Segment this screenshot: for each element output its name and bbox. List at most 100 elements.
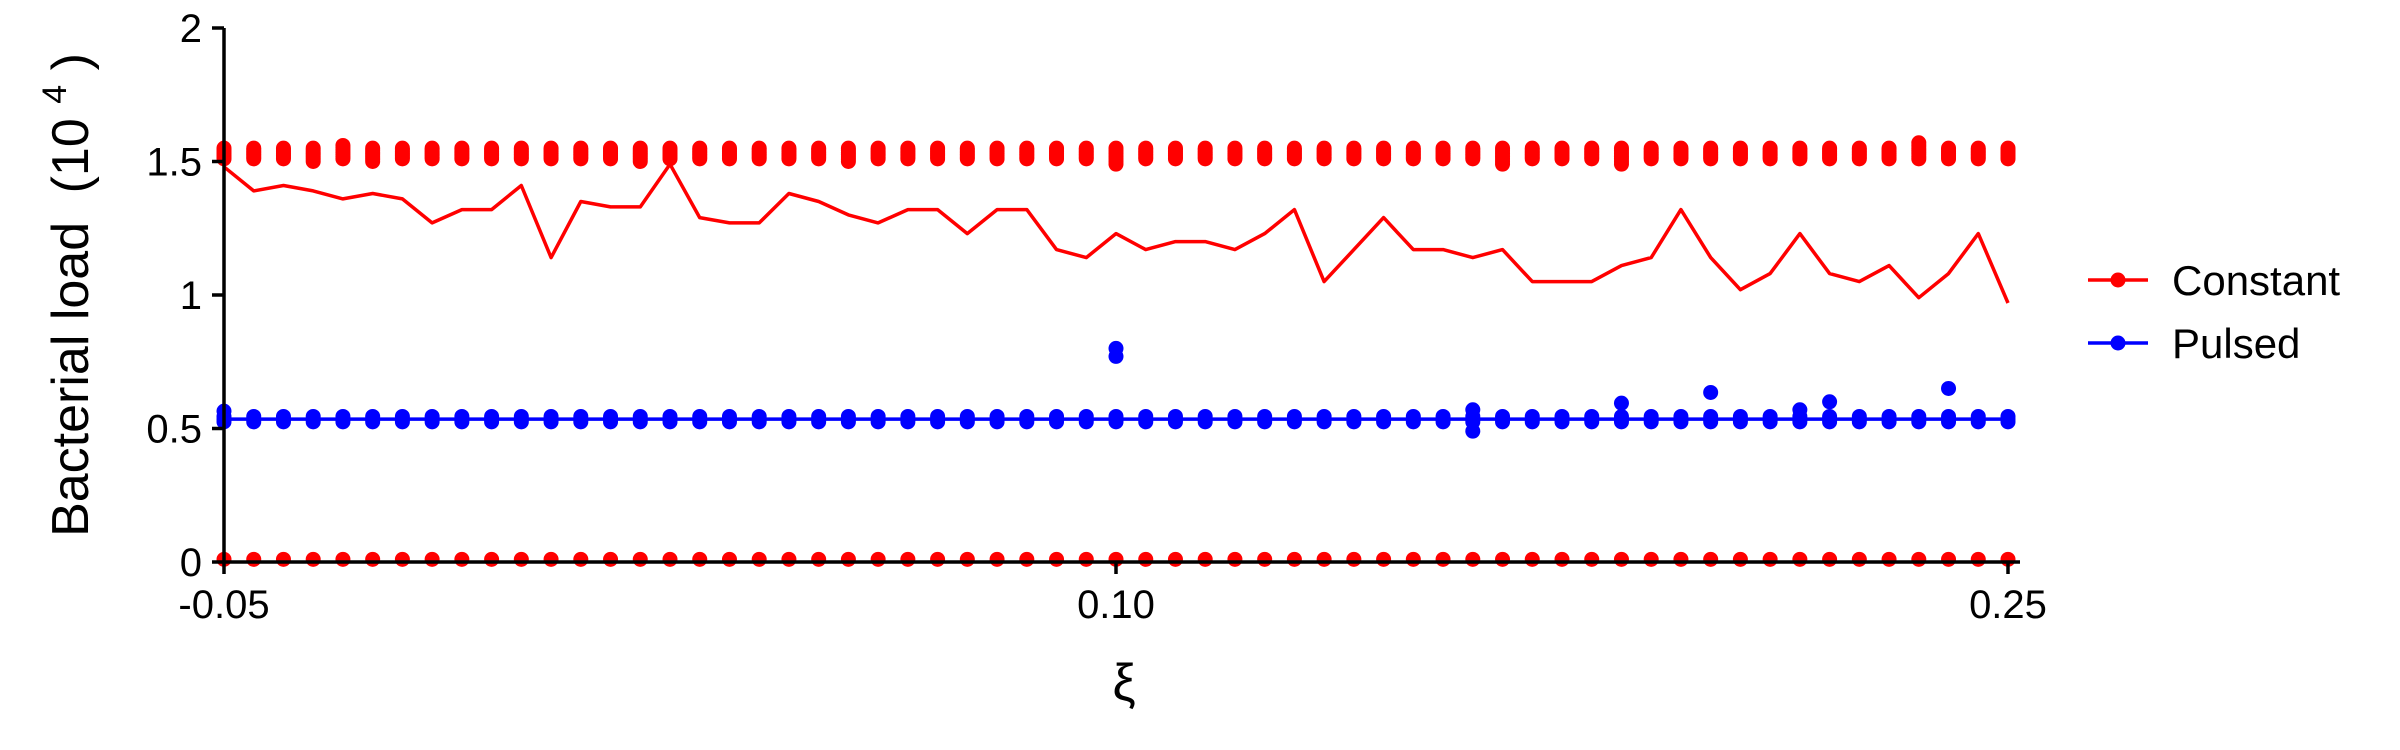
- constant-point-low: [1524, 551, 1540, 567]
- constant-point: [1316, 140, 1332, 156]
- pulsed-point: [692, 408, 708, 424]
- constant-point-low: [1078, 551, 1094, 567]
- constant-point: [1465, 140, 1481, 156]
- constant-point: [2000, 140, 2016, 156]
- pulsed-point: [1524, 408, 1540, 424]
- legend-item-constant: Constant: [2088, 257, 2340, 304]
- constant-point-low: [246, 551, 262, 567]
- pulsed-point: [1227, 408, 1243, 424]
- constant-point-low: [394, 551, 410, 567]
- constant-point: [1762, 140, 1778, 156]
- pulsed-outlier-point: [1465, 423, 1481, 439]
- constant-point-low: [1673, 551, 1689, 567]
- y-axis-label-main: Bacterial load: [42, 222, 100, 537]
- constant-point-low: [1970, 551, 1986, 567]
- constant-point-low: [1851, 551, 1867, 567]
- constant-point-low: [870, 551, 886, 567]
- constant-point-low: [1376, 551, 1392, 567]
- constant-point: [454, 140, 470, 156]
- pulsed-outlier-point: [1822, 394, 1838, 410]
- constant-point-low: [1911, 551, 1927, 567]
- constant-point-low: [1613, 551, 1629, 567]
- constant-point: [1405, 140, 1421, 156]
- pulsed-point: [870, 408, 886, 424]
- constant-point-low: [721, 551, 737, 567]
- y-tick-label: 2: [180, 7, 202, 51]
- pulsed-point: [513, 408, 529, 424]
- constant-point: [1941, 140, 1957, 156]
- constant-point: [692, 140, 708, 156]
- constant-point: [1257, 140, 1273, 156]
- constant-point-low: [1138, 551, 1154, 567]
- constant-point-low: [454, 551, 470, 567]
- constant-point-low: [573, 551, 589, 567]
- constant-point-low: [1049, 551, 1065, 567]
- constant-point: [603, 140, 619, 156]
- pulsed-point: [1970, 408, 1986, 424]
- constant-point-low: [1762, 551, 1778, 567]
- pulsed-point: [1554, 408, 1570, 424]
- constant-point: [335, 137, 351, 153]
- constant-point-low: [1227, 551, 1243, 567]
- y-axis-label-unit-base: (10: [42, 118, 100, 193]
- constant-point-low: [335, 551, 351, 567]
- pulsed-point: [424, 408, 440, 424]
- constant-point: [1078, 140, 1094, 156]
- constant-point-low: [275, 551, 291, 567]
- constant-point: [1167, 140, 1183, 156]
- constant-point: [840, 140, 856, 156]
- pulsed-point: [305, 408, 321, 424]
- constant-point-low: [513, 551, 529, 567]
- x-tick-label: 0.10: [1077, 583, 1155, 627]
- constant-point: [1524, 140, 1540, 156]
- legend-constant-marker-icon: [2110, 272, 2126, 288]
- pulsed-point: [1167, 408, 1183, 424]
- constant-point-low: [484, 551, 500, 567]
- pulsed-outlier-point: [1613, 395, 1629, 411]
- constant-point: [1732, 140, 1748, 156]
- pulsed-point: [543, 408, 559, 424]
- constant-point-low: [1881, 551, 1897, 567]
- constant-point-low: [1465, 551, 1481, 567]
- pulsed-point: [1495, 408, 1511, 424]
- constant-point: [573, 140, 589, 156]
- legend: Constant Pulsed: [2088, 257, 2340, 367]
- constant-point-low: [632, 551, 648, 567]
- constant-point-low: [1316, 551, 1332, 567]
- constant-point-low: [1643, 551, 1659, 567]
- pulsed-point: [959, 408, 975, 424]
- pulsed-point: [1673, 408, 1689, 424]
- y-axis-label-unit-close: ): [42, 53, 100, 70]
- constant-point: [721, 140, 737, 156]
- constant-point: [1049, 140, 1065, 156]
- pulsed-point: [1643, 408, 1659, 424]
- y-axis-label: Bacterial load (10 4 ): [36, 53, 100, 537]
- legend-pulsed-label: Pulsed: [2172, 320, 2300, 367]
- constant-point-low: [1346, 551, 1362, 567]
- constant-point: [811, 140, 827, 156]
- constant-point: [1346, 140, 1362, 156]
- constant-point: [930, 140, 946, 156]
- constant-point-low: [751, 551, 767, 567]
- constant-point: [365, 140, 381, 156]
- pulsed-point: [603, 408, 619, 424]
- constant-point-low: [781, 551, 797, 567]
- constant-point-low: [811, 551, 827, 567]
- constant-point-low: [1495, 551, 1511, 567]
- pulsed-point: [1703, 408, 1719, 424]
- pulsed-point: [751, 408, 767, 424]
- constant-point-low: [1197, 551, 1213, 567]
- y-tick-label: 1: [180, 274, 202, 318]
- pulsed-point: [1762, 408, 1778, 424]
- pulsed-outlier-point: [1941, 380, 1957, 396]
- constant-point-low: [305, 551, 321, 567]
- constant-point-low: [900, 551, 916, 567]
- pulsed-point: [1108, 408, 1124, 424]
- constant-point-low: [1941, 551, 1957, 567]
- constant-series-line: [222, 162, 2010, 304]
- pulsed-point: [1019, 408, 1035, 424]
- x-axis-label: ξ: [1112, 654, 1135, 712]
- pulsed-point: [1405, 408, 1421, 424]
- y-axis-label-unit-exp: 4: [36, 85, 74, 104]
